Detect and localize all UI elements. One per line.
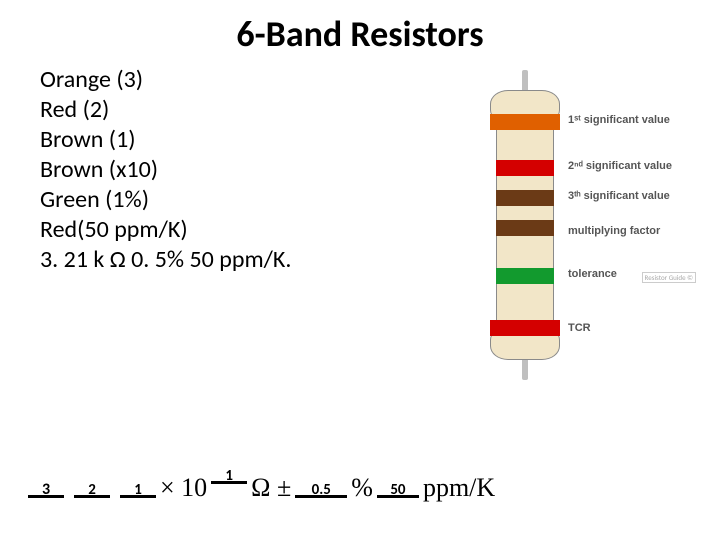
band-5 bbox=[490, 320, 560, 336]
resistor-body bbox=[490, 70, 560, 380]
line-1: Red (2) bbox=[40, 95, 291, 125]
lead-bottom bbox=[522, 358, 528, 380]
digit2-blank: 2 bbox=[74, 475, 110, 505]
line-5: Red(50 ppm/K) bbox=[40, 215, 291, 245]
digit3-blank: 1 bbox=[120, 475, 156, 505]
line-2: Brown (1) bbox=[40, 125, 291, 155]
band-2 bbox=[496, 190, 554, 206]
band-0 bbox=[490, 114, 560, 130]
band-3 bbox=[496, 220, 554, 236]
percent: % bbox=[347, 473, 377, 505]
exponent-value: 1 bbox=[211, 467, 247, 485]
tcr-blank: 50 bbox=[377, 475, 419, 505]
digit1-value: 3 bbox=[28, 480, 64, 499]
body-text: Orange (3) Red (2) Brown (1) Brown (x10)… bbox=[40, 65, 291, 275]
formula-line: 3 2 1 × 10 1 Ω ± 0.5 % 50 ppm/K bbox=[28, 461, 708, 505]
ppmk: ppm/K bbox=[419, 473, 499, 505]
line-0: Orange (3) bbox=[40, 65, 291, 95]
digit2-value: 2 bbox=[74, 481, 110, 499]
lead-top bbox=[522, 70, 528, 92]
line-3: Brown (x10) bbox=[40, 155, 291, 185]
band-label-1: 2ⁿᵈ significant value bbox=[568, 160, 672, 172]
watermark: Resistor Guide © bbox=[642, 272, 696, 283]
band-label-5: TCR bbox=[568, 322, 591, 334]
band-label-4: tolerance bbox=[568, 268, 617, 280]
exponent-blank: 1 bbox=[211, 461, 247, 491]
resistor-diagram: 1ˢᵗ significant value 2ⁿᵈ significant val… bbox=[490, 70, 690, 380]
digit1-blank: 3 bbox=[28, 475, 64, 505]
line-4: Green (1%) bbox=[40, 185, 291, 215]
band-4 bbox=[496, 268, 554, 284]
ohm-plusminus: Ω ± bbox=[247, 473, 295, 505]
times-ten: × 10 bbox=[156, 473, 211, 505]
tolerance-blank: 0.5 bbox=[295, 475, 347, 505]
band-1 bbox=[496, 160, 554, 176]
band-label-3: multiplying factor bbox=[568, 225, 660, 237]
band-label-0: 1ˢᵗ significant value bbox=[568, 114, 670, 126]
line-6: 3. 21 k Ω 0. 5% 50 ppm/K. bbox=[40, 245, 291, 275]
tcr-value: 50 bbox=[377, 481, 419, 499]
tolerance-value: 0.5 bbox=[295, 481, 347, 499]
digit3-value: 1 bbox=[120, 481, 156, 499]
slide-title: 6-Band Resistors bbox=[0, 12, 720, 56]
band-label-2: 3ᵗʰ significant value bbox=[568, 190, 670, 202]
